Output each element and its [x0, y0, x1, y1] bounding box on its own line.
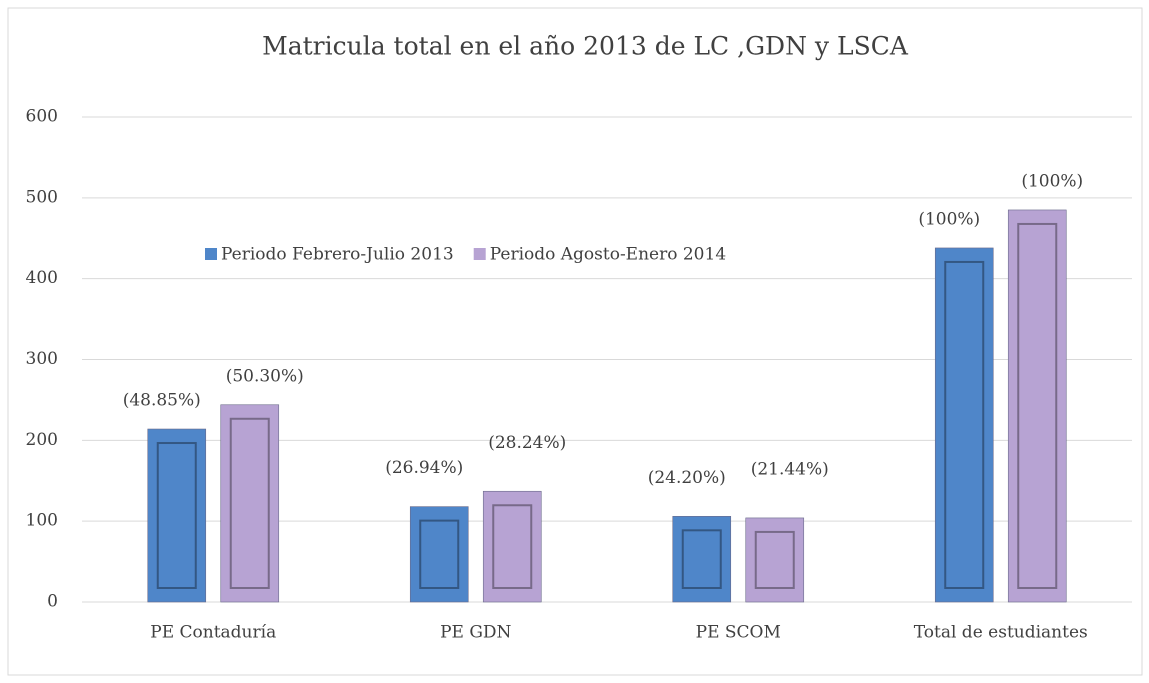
bar — [672, 516, 732, 603]
legend-swatch — [205, 248, 217, 260]
legend-swatch — [473, 248, 486, 260]
y-tick-label: 100 — [26, 511, 58, 531]
bar — [934, 247, 994, 603]
y-tick-label: 500 — [26, 187, 58, 207]
y-tick-label: 400 — [26, 268, 58, 288]
y-tick-label: 200 — [26, 430, 58, 450]
data-label: (24.20%) — [648, 468, 726, 488]
bar-bevel — [492, 504, 533, 589]
x-tick-label: PE Contaduría — [150, 623, 276, 643]
bar — [1007, 209, 1067, 603]
data-label: (50.30%) — [226, 366, 304, 386]
y-tick-label: 300 — [26, 349, 58, 369]
x-tick-label: Total de estudiantes — [914, 623, 1088, 643]
y-tick-label: 600 — [26, 107, 58, 127]
bar — [220, 404, 280, 603]
bar-bevel — [754, 530, 795, 590]
data-label: (21.44%) — [751, 459, 829, 479]
legend-label: Periodo Agosto-Enero 2014 — [490, 245, 726, 265]
bar-bevel — [419, 519, 460, 589]
y-tick-label: 0 — [47, 592, 58, 612]
bar — [409, 506, 469, 603]
bar-bevel — [1017, 222, 1058, 589]
bar — [482, 490, 542, 603]
data-label: (100%) — [1021, 171, 1083, 191]
legend-label: Periodo Febrero-Julio 2013 — [221, 245, 454, 265]
bar-bevel — [229, 417, 270, 589]
bar-bevel — [681, 529, 722, 589]
data-label: (48.85%) — [123, 391, 201, 411]
x-tick-label: PE SCOM — [696, 623, 781, 643]
data-label: (26.94%) — [385, 458, 463, 478]
x-tick-label: PE GDN — [440, 623, 511, 643]
bar-bevel — [156, 442, 197, 589]
bar — [745, 517, 805, 603]
data-label: (100%) — [918, 209, 980, 229]
bar-bevel — [944, 260, 985, 589]
chart-title: Matricula total en el año 2013 de LC ,GD… — [262, 32, 909, 61]
bar — [147, 428, 207, 603]
data-label: (28.24%) — [488, 433, 566, 453]
